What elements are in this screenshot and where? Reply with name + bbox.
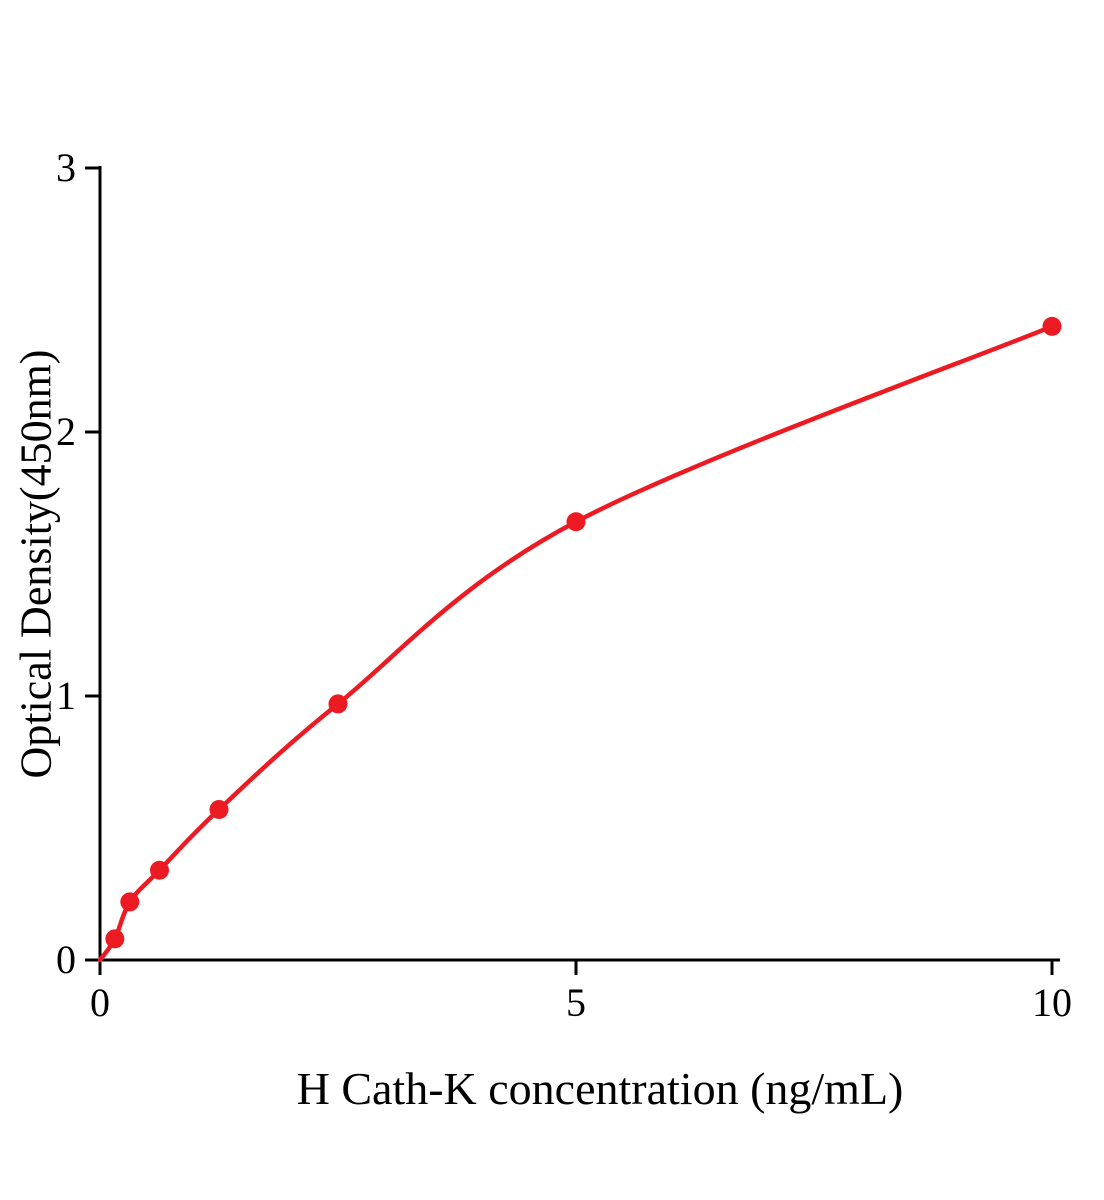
x-tick-label: 5: [566, 980, 586, 1025]
y-axis-label: Optical Density(450nm): [11, 349, 61, 779]
data-point: [105, 929, 125, 949]
x-tick-label: 0: [90, 980, 110, 1025]
data-point: [150, 860, 169, 880]
x-tick-label: 10: [1032, 980, 1072, 1025]
y-tick-label: 2: [56, 409, 76, 454]
data-point: [120, 892, 140, 912]
data-point: [328, 694, 348, 714]
data-point: [566, 512, 586, 532]
y-tick-label: 3: [56, 145, 76, 190]
fit-curve: [97, 324, 1055, 963]
data-point: [1042, 316, 1062, 336]
y-tick-label: 0: [56, 937, 76, 982]
x-axis-label: H Cath-K concentration (ng/mL): [296, 1063, 904, 1114]
data-point: [209, 800, 229, 820]
y-tick-label: 1: [56, 673, 76, 718]
